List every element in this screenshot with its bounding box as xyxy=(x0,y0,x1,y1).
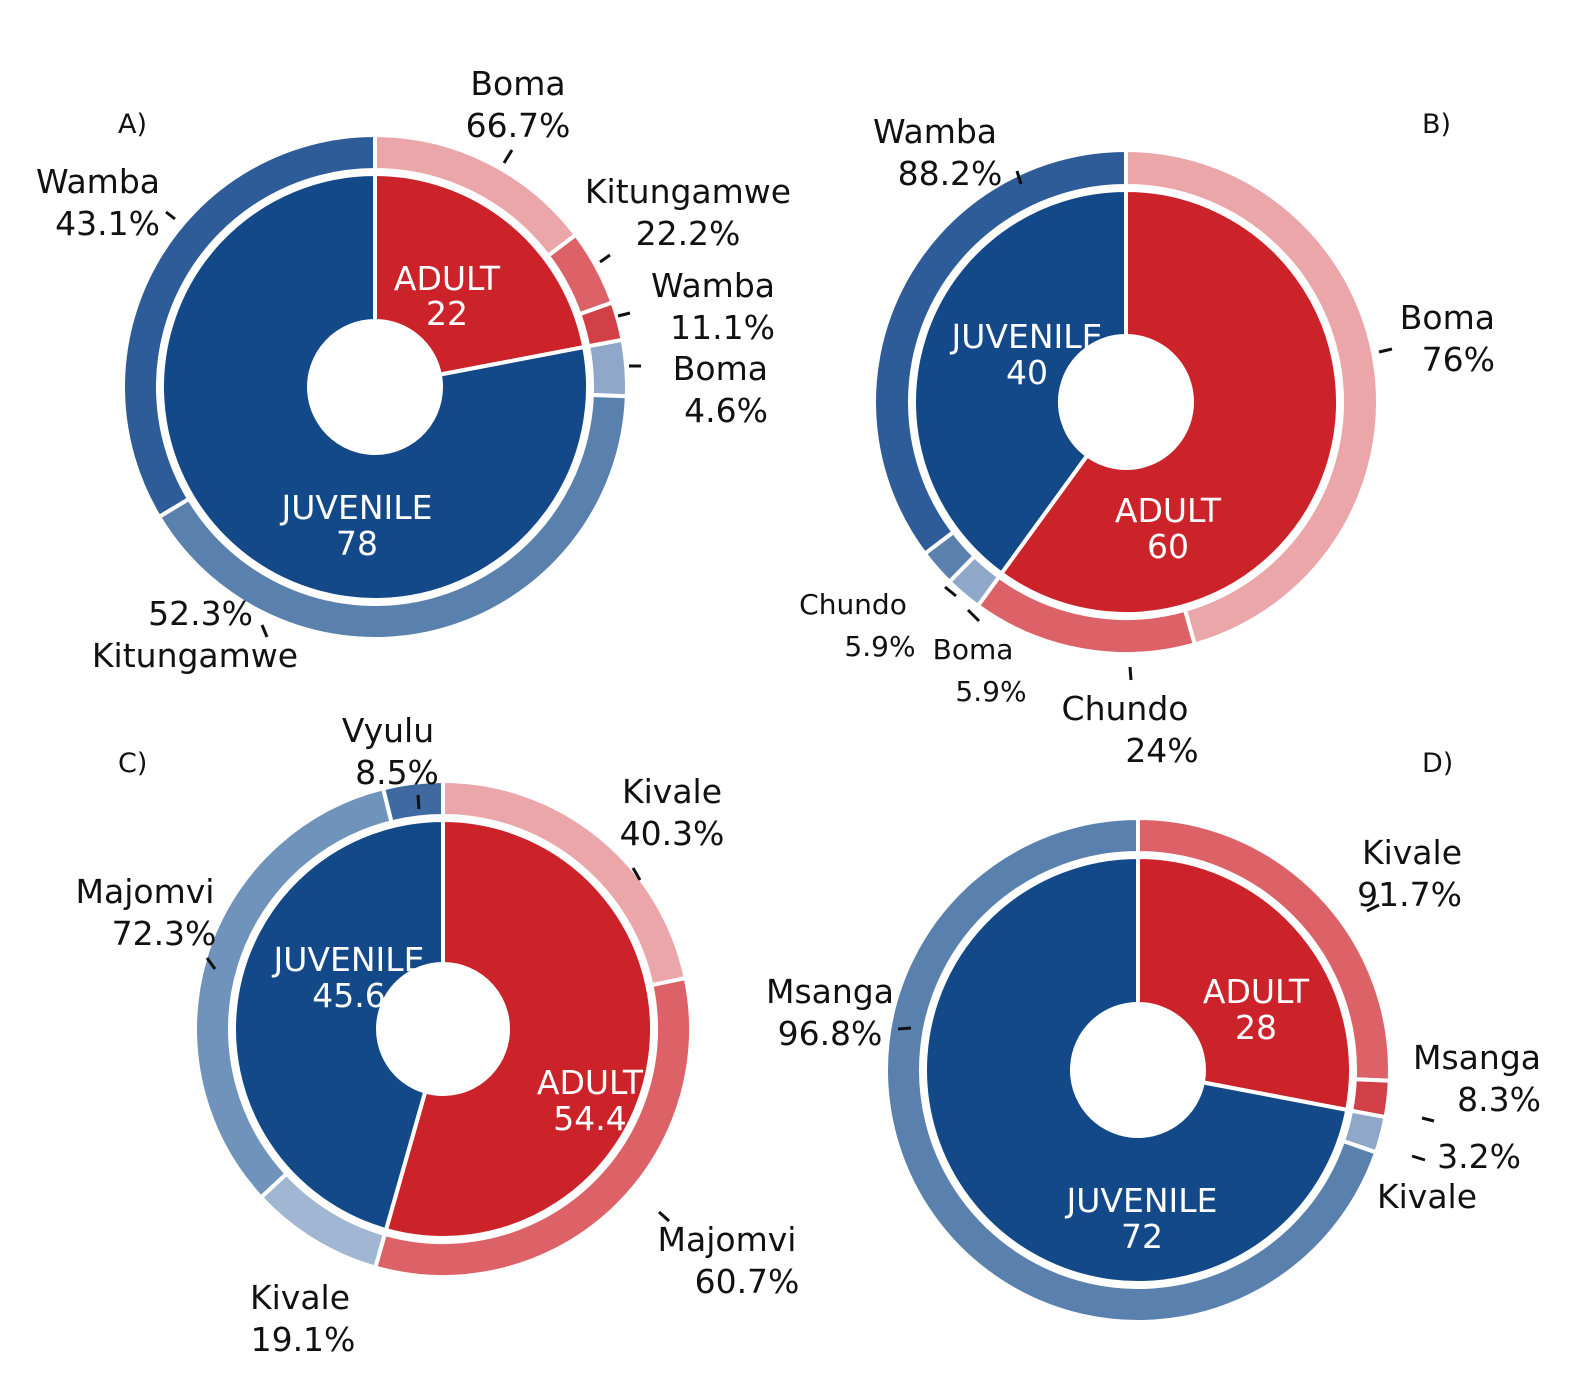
panel-c-juvenile-majomvi-pct: 72.3% xyxy=(112,914,217,953)
panel-c-juvenile-kivale-pct: 19.1% xyxy=(251,1320,356,1359)
panel-a-adult-kitungamwe-tick xyxy=(599,253,611,264)
panel-a: A) ADULT 22 JUVENILE 78 Boma 66.7% Kitun… xyxy=(36,64,791,675)
panel-d-juvenile-kivale-pct: 3.2% xyxy=(1437,1137,1521,1176)
panel-c: C) ADULT 54.4 JUVENILE 45.6 Kivale 40.3%… xyxy=(76,711,800,1359)
panel-c-juvenile-vyulu-pct: 8.5% xyxy=(355,753,439,792)
panel-d-juvenile-msanga-pct: 96.8% xyxy=(778,1014,883,1053)
panel-b-juvenile-wamba-name: Wamba xyxy=(873,112,997,151)
panel-d-adult-name: ADULT xyxy=(1203,972,1310,1011)
panel-c-juvenile-vyulu-tick xyxy=(416,794,421,810)
panel-c-letter: C) xyxy=(118,748,147,779)
panel-a-adult-name: ADULT xyxy=(394,259,501,298)
panel-b-adult-chundo-name: Chundo xyxy=(1062,689,1189,728)
panel-c-adult-kivale-pct: 40.3% xyxy=(620,814,725,853)
panel-a-juvenile-kitungamwe-pct: 52.3% xyxy=(148,594,253,633)
panel-a-adult-boma-tick xyxy=(502,149,514,164)
panel-a-juvenile-kitungamwe-name: Kitungamwe xyxy=(92,636,298,675)
panel-d: D) ADULT 28 JUVENILE 72 Kivale 91.7% Msa… xyxy=(766,748,1541,1324)
panel-b-adult-chundo-tick xyxy=(1128,666,1133,681)
panel-d-juvenile-value: 72 xyxy=(1121,1217,1163,1256)
panel-a-adult-kitungamwe-name: Kitungamwe xyxy=(585,172,791,211)
panel-c-juvenile-majomvi-name: Majomvi xyxy=(76,872,215,911)
panel-b-juvenile-value: 40 xyxy=(1006,353,1048,392)
panel-d-juvenile-kivale-tick xyxy=(1411,1154,1426,1162)
panel-b-letter: B) xyxy=(1422,109,1451,140)
panel-b-adult-name: ADULT xyxy=(1115,491,1222,530)
panel-b-adult-boma-tick xyxy=(1378,347,1393,354)
panel-b-outer-juvenile-wamba xyxy=(872,148,1128,556)
panel-c-juvenile-majomvi-tick xyxy=(205,957,217,970)
panel-a-outer-juvenile-wamba xyxy=(121,133,377,519)
panel-b-slices xyxy=(872,148,1380,656)
panel-b-juvenile-boma-tick xyxy=(966,608,981,623)
panel-b-juvenile-name: JUVENILE xyxy=(950,317,1103,356)
panel-a-juvenile-name: JUVENILE xyxy=(280,488,433,527)
panel-d-juvenile-msanga-tick xyxy=(897,1026,912,1031)
panel-c-juvenile-name: JUVENILE xyxy=(272,940,425,979)
panel-c-slices xyxy=(193,779,693,1279)
panel-b-center-hole xyxy=(1060,336,1192,468)
panel-a-juvenile-value: 78 xyxy=(336,524,378,563)
panel-c-adult-majomvi-tick xyxy=(657,1210,671,1223)
panel-d-center-hole xyxy=(1072,1004,1204,1136)
panel-b-juvenile-boma-pct: 5.9% xyxy=(955,675,1026,708)
panel-c-juvenile-kivale-name: Kivale xyxy=(250,1278,350,1317)
panel-d-adult-msanga-pct: 8.3% xyxy=(1457,1080,1541,1119)
panel-d-juvenile-kivale-name: Kivale xyxy=(1377,1177,1477,1216)
panel-a-juvenile-boma-name: Boma xyxy=(673,349,768,388)
panel-a-juvenile-boma-pct: 4.6% xyxy=(684,391,768,430)
panel-d-letter: D) xyxy=(1422,748,1453,779)
panel-c-adult-kivale-name: Kivale xyxy=(622,772,722,811)
panel-d-slices xyxy=(884,816,1392,1324)
panel-a-letter: A) xyxy=(118,109,147,140)
panel-d-adult-kivale-tick xyxy=(1366,903,1380,913)
panel-b-juvenile-chundo-pct: 5.9% xyxy=(844,630,915,663)
panel-b-juvenile-chundo-name: Chundo xyxy=(799,588,907,621)
panel-b-adult-boma-pct: 76% xyxy=(1422,340,1495,379)
panel-c-adult-majomvi-pct: 60.7% xyxy=(695,1262,800,1301)
panel-b-adult-boma-name: Boma xyxy=(1400,298,1495,337)
panel-b-juvenile-chundo-tick xyxy=(944,585,957,598)
panel-a-slices xyxy=(121,133,629,641)
panel-b-juvenile-wamba-pct: 88.2% xyxy=(898,154,1003,193)
panel-a-juvenile-wamba-pct: 43.1% xyxy=(55,204,160,243)
panel-a-center-hole xyxy=(309,321,441,453)
panel-a-juvenile-wamba-tick xyxy=(165,210,176,221)
panel-a-juvenile-kitungamwe-tick xyxy=(260,624,269,638)
panel-d-juvenile-msanga-name: Msanga xyxy=(766,972,894,1011)
panel-d-adult-msanga-name: Msanga xyxy=(1413,1038,1541,1077)
panel-a-adult-wamba-pct: 11.1% xyxy=(670,308,775,347)
panel-c-juvenile-vyulu-name: Vyulu xyxy=(342,711,434,750)
panel-a-juvenile-wamba-name: Wamba xyxy=(36,162,160,201)
panel-b-adult-chundo-pct: 24% xyxy=(1125,731,1198,770)
panel-d-juvenile-name: JUVENILE xyxy=(1065,1181,1218,1220)
panel-c-adult-majomvi-name: Majomvi xyxy=(658,1220,797,1259)
panel-a-adult-wamba-name: Wamba xyxy=(651,266,775,305)
panel-b-adult-value: 60 xyxy=(1147,527,1189,566)
panel-d-outer-juvenile-msanga xyxy=(884,816,1379,1324)
panel-c-adult-name: ADULT xyxy=(537,1063,644,1102)
panel-b-juvenile-wamba-tick xyxy=(1015,170,1023,185)
panel-a-adult-boma-pct: 66.7% xyxy=(466,106,571,145)
panel-d-adult-kivale-name: Kivale xyxy=(1362,833,1462,872)
panel-b-juvenile-boma-name: Boma xyxy=(933,633,1014,666)
panel-c-adult-kivale-tick xyxy=(631,867,642,881)
panel-d-adult-value: 28 xyxy=(1235,1008,1277,1047)
panel-a-adult-kitungamwe-pct: 22.2% xyxy=(636,214,741,253)
panel-d-adult-msanga-tick xyxy=(1421,1116,1435,1123)
panel-c-center-hole xyxy=(378,964,508,1094)
panel-a-adult-boma-name: Boma xyxy=(470,64,565,103)
panel-a-adult-value: 22 xyxy=(426,294,468,333)
panel-a-adult-wamba-tick xyxy=(617,311,631,318)
panel-c-adult-value: 54.4 xyxy=(553,1099,626,1138)
panel-a-outer-juvenile-boma xyxy=(586,337,629,399)
panel-c-juvenile-value: 45.6 xyxy=(312,976,385,1015)
panel-b: B) ADULT 60 JUVENILE 40 Boma 76% Chundo … xyxy=(799,109,1495,770)
panel-c-outer-juvenile-vyulu xyxy=(381,779,445,825)
